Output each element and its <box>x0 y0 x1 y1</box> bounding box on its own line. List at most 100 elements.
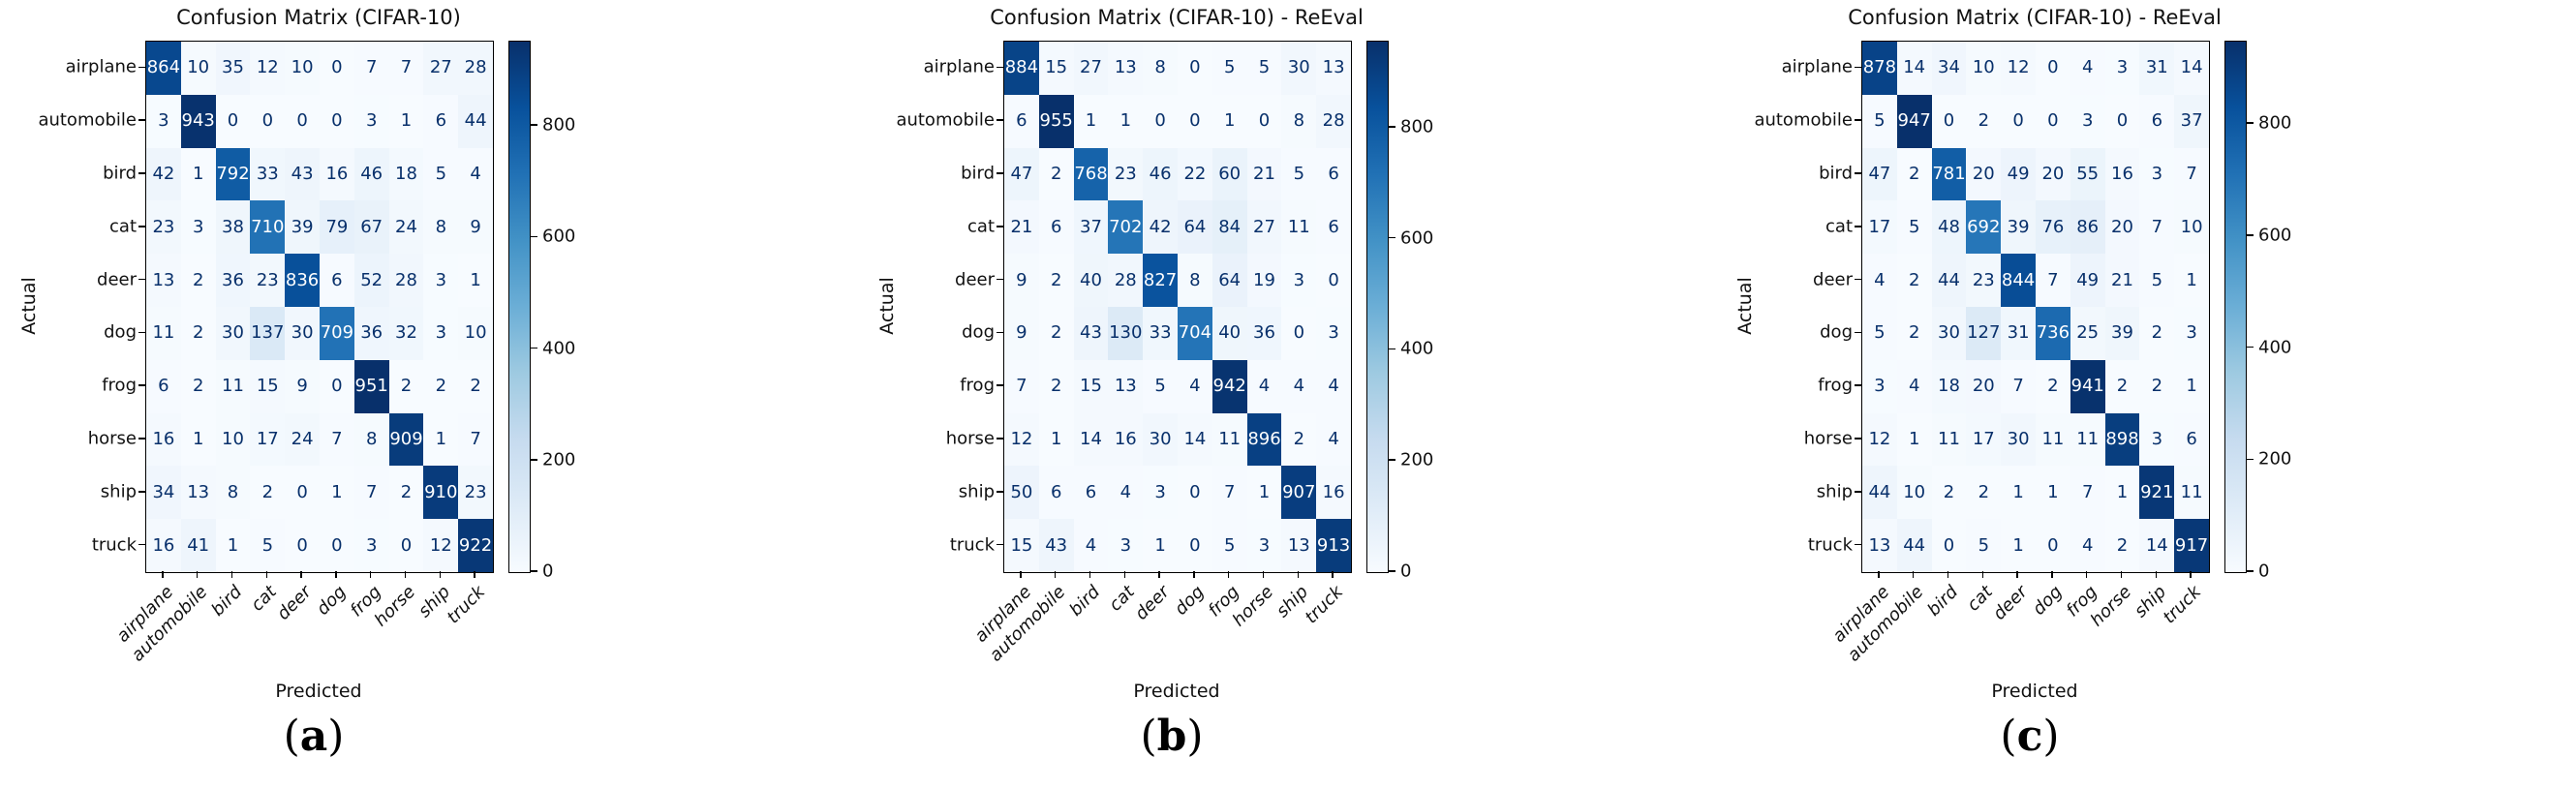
y-tick-label: cat <box>1825 216 1853 237</box>
heatmap-cell: 8 <box>1177 254 1212 307</box>
y-axis-tick <box>138 172 145 174</box>
y-tick-label: truck <box>949 534 995 556</box>
heatmap-cell: 913 <box>1316 519 1351 572</box>
y-tick-label: deer <box>1813 269 1853 290</box>
heatmap-cell: 43 <box>1073 306 1109 360</box>
heatmap-cell: 941 <box>2070 359 2105 413</box>
heatmap-cell: 33 <box>250 147 286 201</box>
heatmap-cell: 7 <box>353 466 389 520</box>
colorbar-tick-label: 200 <box>2258 448 2292 470</box>
heatmap-cell: 19 <box>1246 254 1282 307</box>
caption-letter: c <box>2016 712 2043 761</box>
x-axis-tick <box>2120 571 2123 578</box>
heatmap-cell: 7 <box>2035 254 2070 307</box>
heatmap-cell: 40 <box>1211 306 1247 360</box>
colorbar-tick <box>2247 346 2254 349</box>
heatmap-cell: 0 <box>1177 94 1212 148</box>
heatmap-cell: 1 <box>1211 94 1247 148</box>
heatmap-cell: 21 <box>2104 254 2140 307</box>
y-tick-label: truck <box>91 534 137 556</box>
heatmap-cell: 28 <box>388 254 424 307</box>
heatmap-cell: 1 <box>2104 466 2140 520</box>
heatmap-cell: 3 <box>423 306 459 360</box>
heatmap-cell: 127 <box>1966 306 2002 360</box>
colorbar-tick-label: 800 <box>1400 116 1434 137</box>
colorbar-tick <box>1389 236 1395 239</box>
y-axis-tick <box>138 119 145 121</box>
heatmap-cell: 7 <box>1211 466 1247 520</box>
heatmap-cell: 50 <box>1004 466 1039 520</box>
heatmap-cell: 1 <box>388 94 424 148</box>
colorbar-tick-label: 400 <box>542 338 576 358</box>
heatmap-cell: 1 <box>2174 359 2209 413</box>
heatmap-cell: 12 <box>1862 412 1897 467</box>
heatmap-cell: 24 <box>285 412 320 467</box>
heatmap-cell: 1 <box>2174 254 2209 307</box>
y-axis-tick <box>1855 226 1861 227</box>
heatmap-cell: 10 <box>180 42 216 95</box>
heatmap-cell: 921 <box>2139 466 2175 520</box>
heatmap-cell: 3 <box>353 94 389 148</box>
heatmap-cell: 8 <box>215 466 251 520</box>
y-axis-tick <box>138 278 145 281</box>
heatmap-cell: 2 <box>1038 147 1074 201</box>
y-axis-tick <box>997 278 1003 281</box>
heatmap-cell: 49 <box>2070 254 2105 307</box>
heatmap-cell: 0 <box>319 359 354 413</box>
heatmap-cell: 710 <box>250 200 286 255</box>
heatmap-cell: 20 <box>2104 200 2140 255</box>
x-axis-tick <box>2085 571 2088 578</box>
x-axis-tick <box>2016 571 2018 578</box>
heatmap-cell: 7 <box>388 42 424 95</box>
heatmap-cell: 3 <box>2139 147 2175 201</box>
caption-open-paren: ( <box>2000 712 2017 761</box>
y-tick-label: automobile <box>1754 109 1853 131</box>
heatmap-cell: 22 <box>1177 147 1212 201</box>
panel-caption: (b) <box>1140 712 1203 761</box>
x-axis-label: Predicted <box>1133 681 1220 702</box>
y-tick-label: frog <box>960 375 995 396</box>
heatmap-cell: 36 <box>215 254 251 307</box>
colorbar-tick <box>1389 348 1395 350</box>
caption-close-paren: ) <box>2042 712 2060 761</box>
heatmap-cell: 48 <box>1931 200 1967 255</box>
y-axis-tick <box>997 172 1003 174</box>
heatmap-cell: 942 <box>1211 359 1247 413</box>
x-axis-tick <box>1262 571 1265 578</box>
colorbar-tick-label: 0 <box>1400 561 1412 582</box>
y-tick-label: automobile <box>38 109 137 131</box>
heatmap-cell: 6 <box>1004 94 1039 148</box>
heatmap-cell: 1 <box>1108 94 1144 148</box>
heatmap-cell: 5 <box>250 519 286 572</box>
heatmap-cell: 79 <box>319 200 354 255</box>
y-axis-tick <box>997 331 1003 334</box>
heatmap-cell: 11 <box>2070 412 2105 467</box>
heatmap-cell: 5 <box>1896 200 1932 255</box>
heatmap-cell: 2 <box>2139 306 2175 360</box>
y-axis-tick <box>997 384 1003 386</box>
x-tick-label: dog <box>312 582 351 620</box>
y-tick-label: airplane <box>1781 56 1853 77</box>
colorbar-tick <box>531 570 537 572</box>
heatmap-cell: 6 <box>2174 412 2209 467</box>
x-axis-tick <box>162 571 164 578</box>
y-tick-label: dog <box>1820 321 1853 343</box>
heatmap-cell: 10 <box>1966 42 2002 95</box>
heatmap-cell: 64 <box>1211 254 1247 307</box>
y-tick-label: deer <box>97 269 137 290</box>
heatmap-cell: 35 <box>215 42 251 95</box>
heatmap-cell: 0 <box>1246 94 1282 148</box>
heatmap-cell: 3 <box>1108 519 1144 572</box>
heatmap-cell: 30 <box>1931 306 1967 360</box>
heatmap-cell: 7 <box>2001 359 2036 413</box>
x-tick-label: truck <box>443 582 489 628</box>
heatmap-cell: 2 <box>1038 254 1074 307</box>
heatmap-cell: 39 <box>285 200 320 255</box>
heatmap-cell: 4 <box>1896 359 1932 413</box>
x-axis-tick <box>1123 571 1126 578</box>
colorbar-tick <box>2247 458 2254 461</box>
heatmap-cell: 15 <box>1073 359 1109 413</box>
heatmap-cell: 43 <box>285 147 320 201</box>
heatmap-cell: 1 <box>1038 412 1074 467</box>
heatmap-cell: 0 <box>250 94 286 148</box>
